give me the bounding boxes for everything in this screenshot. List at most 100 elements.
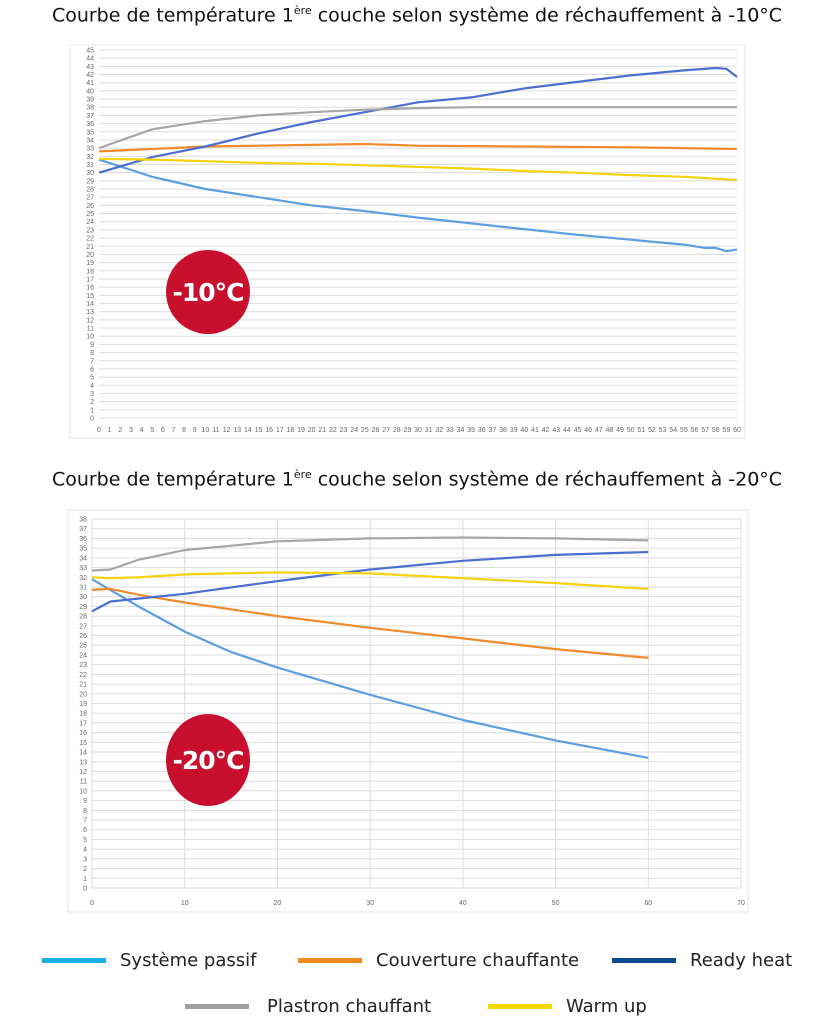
y-tick-label: 7 xyxy=(90,358,94,365)
x-tick-label: 0 xyxy=(97,427,101,434)
y-tick-label: 35 xyxy=(79,546,87,553)
x-tick-label: 31 xyxy=(425,427,433,434)
series-line-ready-heat xyxy=(91,550,649,613)
y-tick-label: 5 xyxy=(90,375,94,382)
x-tick-label: 47 xyxy=(595,427,603,434)
y-tick-label: 29 xyxy=(79,604,87,611)
x-tick-label: 45 xyxy=(574,427,582,434)
y-tick-label: 26 xyxy=(79,633,87,640)
x-tick-label: 28 xyxy=(393,427,401,434)
y-tick-label: 44 xyxy=(86,56,94,63)
chart-frame xyxy=(69,44,746,439)
x-tick-label: 18 xyxy=(287,427,295,434)
y-tick-label: 41 xyxy=(86,80,94,87)
y-tick-label: 15 xyxy=(79,740,87,747)
y-tick-label: 33 xyxy=(86,146,94,153)
legend-label: Couverture chauffante xyxy=(376,950,580,971)
temperature-badge xyxy=(166,250,250,334)
x-tick-label: 38 xyxy=(499,427,507,434)
y-tick-label: 23 xyxy=(79,662,87,669)
x-tick-label: 34 xyxy=(457,427,465,434)
y-tick-label: 16 xyxy=(79,730,87,737)
y-tick-label: 25 xyxy=(79,643,87,650)
x-tick-label: 16 xyxy=(265,427,273,434)
y-tick-label: 24 xyxy=(79,652,87,659)
y-tick-label: 43 xyxy=(86,64,94,71)
chart-title-20: Courbe de température 1ère couche selon … xyxy=(0,468,834,490)
y-tick-label: 3 xyxy=(83,856,87,863)
x-tick-label: 54 xyxy=(669,427,677,434)
y-tick-label: 14 xyxy=(86,301,94,308)
x-tick-label: 27 xyxy=(382,427,390,434)
y-tick-label: 33 xyxy=(79,565,87,572)
legend-label: Warm up xyxy=(566,996,647,1017)
y-tick-label: 30 xyxy=(86,170,94,177)
y-tick-label: 36 xyxy=(86,121,94,128)
x-tick-label: 8 xyxy=(182,427,186,434)
chart-minus-20: 0123456789101112131415161718192021222324… xyxy=(67,509,749,913)
y-tick-label: 28 xyxy=(79,614,87,621)
x-tick-label: 42 xyxy=(542,427,550,434)
y-tick-label: 37 xyxy=(86,113,94,120)
y-tick-label: 35 xyxy=(86,129,94,136)
x-tick-label: 13 xyxy=(233,427,241,434)
y-tick-label: 13 xyxy=(86,309,94,316)
x-tick-label: 41 xyxy=(531,427,539,434)
x-tick-label: 23 xyxy=(340,427,348,434)
y-tick-label: 28 xyxy=(86,187,94,194)
y-tick-label: 18 xyxy=(79,711,87,718)
y-tick-label: 17 xyxy=(86,276,94,283)
y-tick-label: 1 xyxy=(90,407,94,414)
x-tick-label: 10 xyxy=(181,900,189,907)
y-tick-label: 4 xyxy=(90,383,94,390)
y-tick-label: 9 xyxy=(83,798,87,805)
x-tick-label: 4 xyxy=(140,427,144,434)
series-line-warm-up xyxy=(98,157,738,182)
x-tick-label: 30 xyxy=(414,427,422,434)
x-tick-label: 70 xyxy=(737,900,745,907)
y-tick-label: 11 xyxy=(80,779,87,786)
y-tick-label: 2 xyxy=(83,866,87,873)
x-tick-label: 5 xyxy=(150,427,154,434)
legend-item-plastron: Plastron chauffant xyxy=(185,996,431,1017)
x-tick-label: 19 xyxy=(297,427,305,434)
x-tick-label: 35 xyxy=(467,427,475,434)
y-tick-label: 6 xyxy=(83,827,87,834)
x-tick-label: 29 xyxy=(403,427,411,434)
y-tick-label: 31 xyxy=(86,162,94,169)
x-tick-label: 15 xyxy=(255,427,263,434)
y-tick-label: 21 xyxy=(79,682,87,689)
title-text: couche selon système de réchauffement à … xyxy=(311,468,783,491)
legend-item-couverture: Couverture chauffante xyxy=(298,950,579,971)
legend-item-ready-heat: Ready heat xyxy=(612,950,792,971)
title-text: Courbe de température 1 xyxy=(51,468,294,491)
y-tick-label: 10 xyxy=(79,788,87,795)
y-tick-label: 39 xyxy=(86,97,94,104)
chart-title-10: Courbe de température 1ère couche selon … xyxy=(0,4,834,26)
x-tick-label: 40 xyxy=(459,900,467,907)
series-line-plastron-chauffant xyxy=(91,536,649,572)
y-tick-label: 32 xyxy=(79,575,87,582)
x-tick-label: 25 xyxy=(361,427,369,434)
y-tick-label: 13 xyxy=(79,759,87,766)
legend-swatch xyxy=(488,1004,552,1009)
y-tick-label: 27 xyxy=(79,623,87,630)
legend-swatch xyxy=(42,958,106,963)
y-tick-label: 27 xyxy=(86,195,94,202)
title-text: Courbe de température 1 xyxy=(51,4,294,27)
y-tick-label: 37 xyxy=(79,526,87,533)
legend-label: Plastron chauffant xyxy=(267,996,432,1017)
x-tick-label: 48 xyxy=(606,427,614,434)
y-tick-label: 30 xyxy=(79,594,87,601)
y-tick-label: 34 xyxy=(86,137,94,144)
x-tick-label: 14 xyxy=(244,427,252,434)
x-tick-label: 26 xyxy=(372,427,380,434)
series-line-couverture-chauffante xyxy=(98,142,738,153)
y-tick-label: 0 xyxy=(90,416,94,423)
y-tick-label: 22 xyxy=(86,236,94,243)
x-tick-label: 20 xyxy=(308,427,316,434)
x-tick-label: 24 xyxy=(350,427,358,434)
y-tick-label: 34 xyxy=(79,555,87,562)
x-tick-label: 6 xyxy=(161,427,165,434)
y-tick-label: 16 xyxy=(86,285,94,292)
